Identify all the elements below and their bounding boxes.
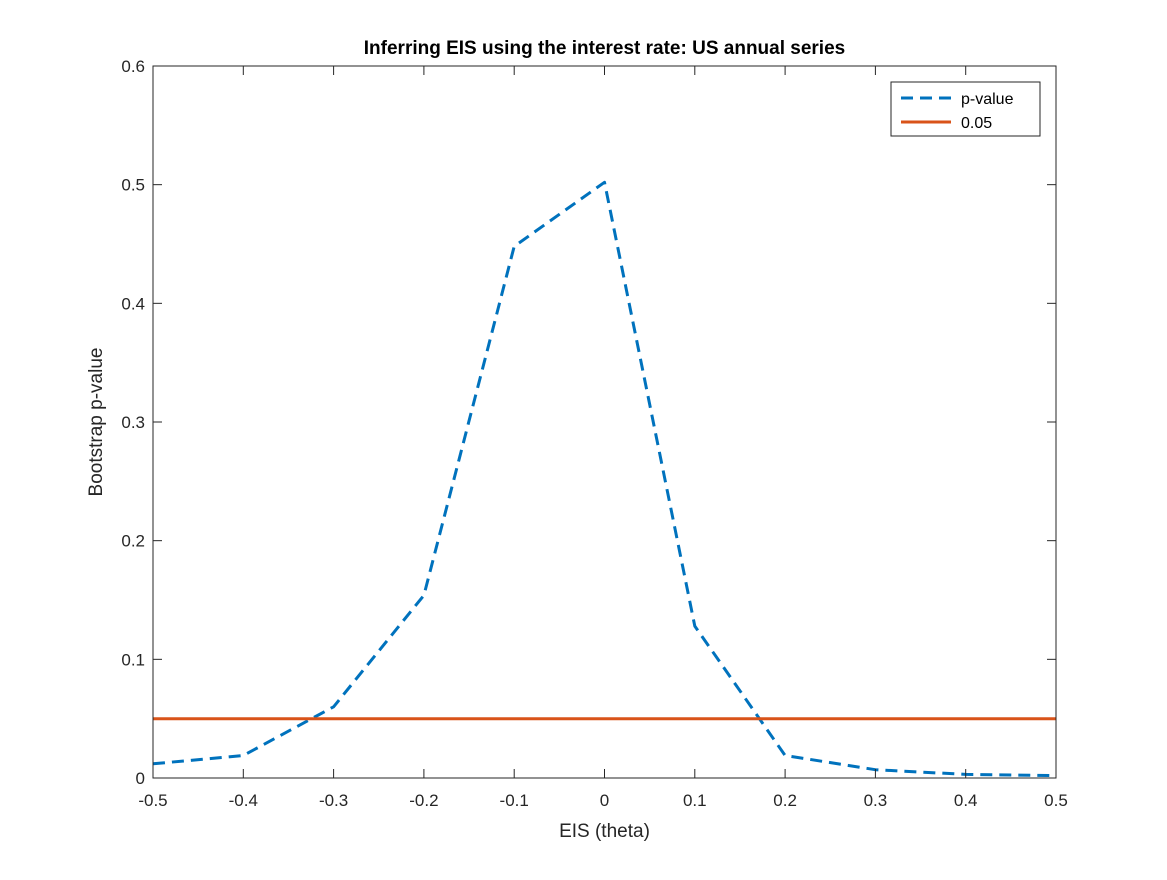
x-tick-label: -0.3 bbox=[319, 791, 348, 810]
x-tick-label: -0.4 bbox=[229, 791, 258, 810]
y-tick-label: 0.3 bbox=[121, 413, 145, 432]
y-tick-label: 0.2 bbox=[121, 532, 145, 551]
x-tick-label: -0.2 bbox=[409, 791, 438, 810]
legend: p-value 0.05 bbox=[890, 81, 1041, 137]
legend-label-2: 0.05 bbox=[961, 115, 992, 132]
tick-labels-layer: -0.5 -0.4 -0.3 -0.2 -0.1 0 0.1 0.2 0.3 0.4 0.5 0 0.1… bbox=[121, 57, 1067, 810]
y-tick-label: 0.6 bbox=[121, 57, 145, 76]
x-tick-label: 0 bbox=[600, 791, 609, 810]
x-axis-label: EIS (theta) bbox=[559, 821, 650, 842]
x-tick-label: 0.2 bbox=[773, 791, 797, 810]
y-tick-label: 0.4 bbox=[121, 294, 145, 313]
series-layer bbox=[152, 180, 1057, 778]
axes-box bbox=[152, 65, 1057, 779]
x-tick-label: 0.1 bbox=[683, 791, 707, 810]
x-tick-label: 0.5 bbox=[1044, 791, 1068, 810]
x-tick-label: -0.1 bbox=[500, 791, 529, 810]
legend-box bbox=[890, 81, 1041, 137]
series-line-1 bbox=[152, 180, 1057, 778]
x-tick-label: -0.5 bbox=[138, 791, 167, 810]
y-tick-label: 0.1 bbox=[121, 650, 145, 669]
x-tick-label: 0.3 bbox=[864, 791, 888, 810]
chart-title: Inferring EIS using the interest rate: U… bbox=[364, 38, 845, 59]
plot-area bbox=[153, 66, 1056, 778]
legend-label-1: p-value bbox=[961, 91, 1014, 108]
y-axis-label: Bootstrap p-value bbox=[86, 348, 107, 497]
x-tick-label: 0.4 bbox=[954, 791, 978, 810]
y-tick-label: 0 bbox=[136, 769, 145, 788]
y-tick-label: 0.5 bbox=[121, 176, 145, 195]
